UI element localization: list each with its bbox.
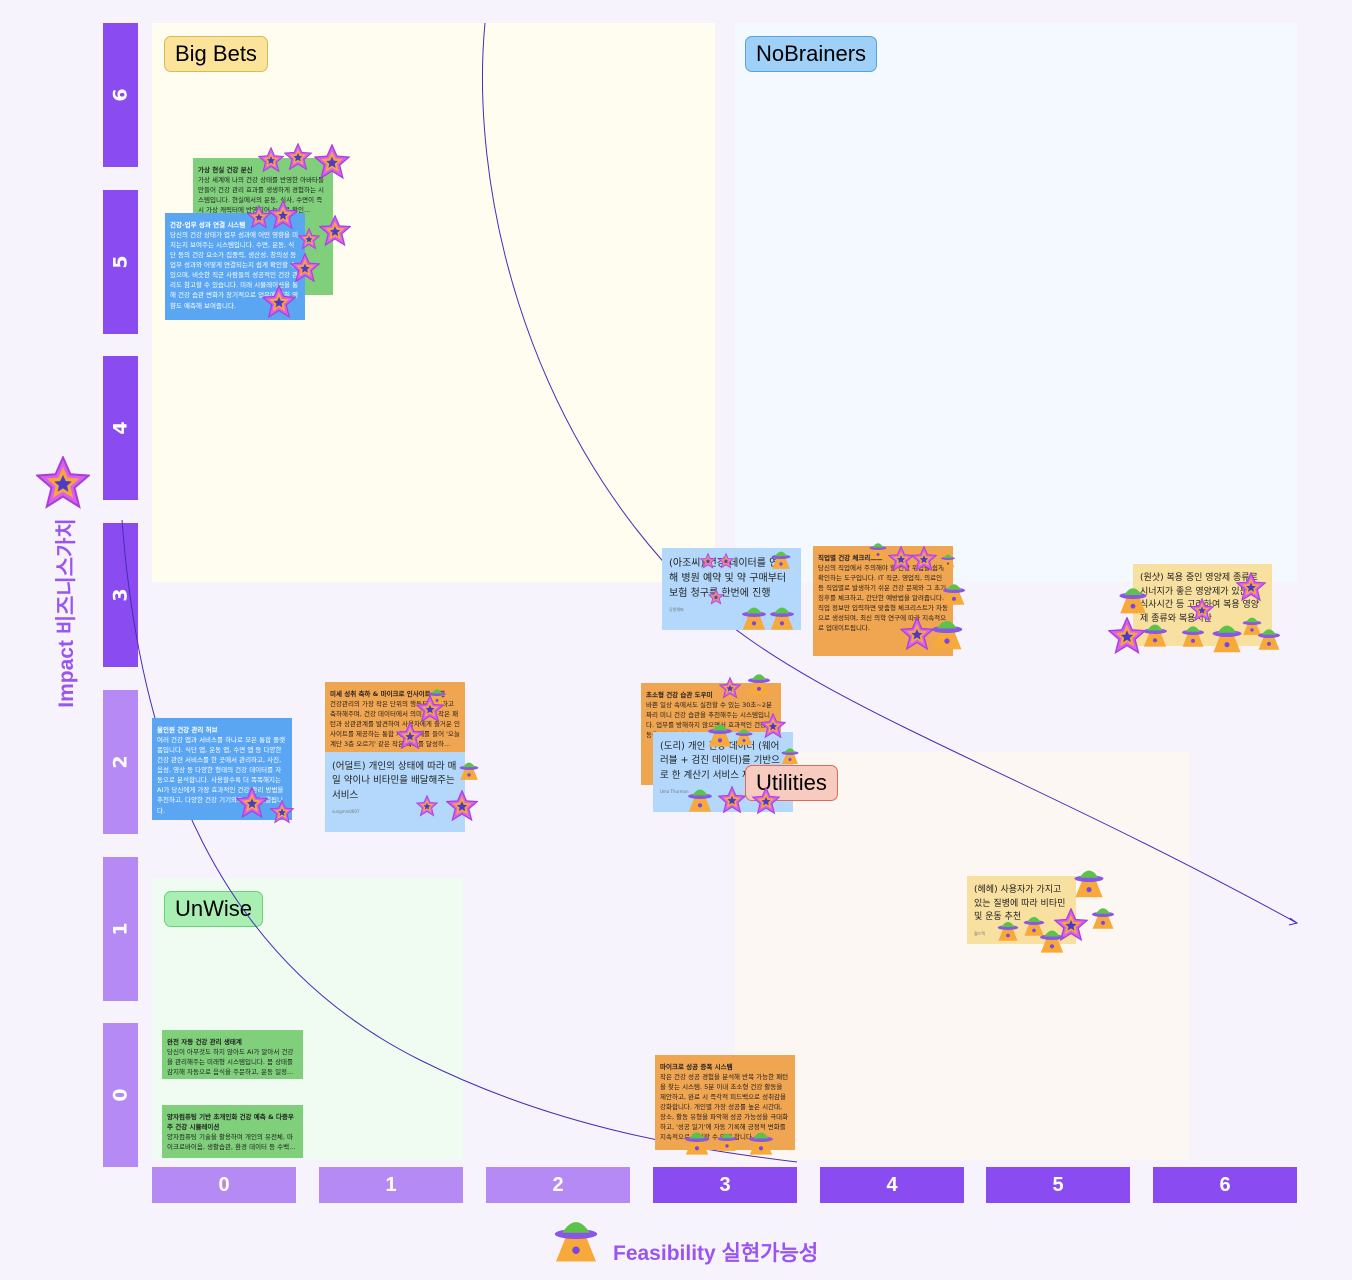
y-tick-6: 6 — [103, 23, 138, 167]
y-tick-5: 5 — [103, 190, 138, 334]
star-icon — [760, 713, 786, 739]
ufo-icon — [458, 759, 480, 781]
star-icon — [268, 200, 298, 230]
sticky-note[interactable]: (헤헤) 사용자가 가지고 있는 질병에 따라 비타민 및 운동 추천 월드맥 — [967, 876, 1076, 944]
ufo-icon — [1117, 583, 1149, 615]
star-icon — [270, 800, 294, 824]
x-tick-4: 4 — [820, 1167, 964, 1203]
ufo-icon — [929, 615, 965, 651]
star-icon — [718, 553, 734, 569]
ufo-icon — [1072, 865, 1106, 899]
arrowhead-icon — [1288, 917, 1299, 926]
ufo-icon — [1090, 904, 1116, 930]
star-icon — [416, 695, 444, 723]
star-icon — [708, 589, 724, 605]
x-tick-6: 6 — [1153, 1167, 1297, 1203]
ufo-icon — [768, 603, 796, 631]
ufo-icon — [683, 1128, 711, 1156]
quadrant-no-brainers — [735, 23, 1297, 582]
ufo-icon — [996, 918, 1020, 942]
star-icon — [911, 546, 937, 572]
ufo-icon — [941, 580, 967, 606]
sticky-note[interactable]: 올인원 건강 관리 허브 여러 건강 앱과 서비스를 하나로 모은 통합 플랫폼입… — [152, 718, 292, 820]
ufo-icon — [940, 552, 956, 568]
ufo-icon — [686, 785, 714, 813]
ufo-icon — [1256, 625, 1282, 651]
star-icon — [700, 553, 716, 569]
unwise-label: UnWise — [164, 891, 264, 927]
star-icon — [258, 147, 284, 173]
ufo-icon — [1038, 926, 1066, 954]
ufo-icon — [746, 670, 772, 696]
star-icon — [298, 228, 320, 250]
utilities-label: Utilities — [745, 765, 838, 801]
star-icon — [719, 677, 741, 699]
ufo-icon — [1210, 620, 1244, 654]
star-icon — [718, 786, 746, 814]
curve-connector — [481, 22, 1298, 924]
star-icon — [236, 787, 268, 819]
star-icon — [1236, 572, 1266, 602]
ufo-icon — [868, 540, 888, 560]
x-tick-3: 3 — [653, 1167, 797, 1203]
no-brainers-label: NoBrainers — [745, 36, 878, 72]
y-tick-3: 3 — [103, 523, 138, 667]
ufo-icon — [1180, 622, 1206, 648]
ufo-icon — [740, 603, 768, 631]
sticky-note[interactable]: 완전 자동 건강 관리 생태계 당신이 아무것도 하지 않아도 AI가 알아서 건… — [162, 1030, 303, 1079]
y-tick-1: 1 — [103, 857, 138, 1001]
y-tick-2: 2 — [103, 690, 138, 834]
sticky-note[interactable]: 양자컴퓨팅 기반 초개인화 건강 예측 & 다중우주 건강 시뮬레이션 양자컴퓨팅… — [162, 1105, 303, 1158]
x-tick-5: 5 — [986, 1167, 1130, 1203]
sticky-note[interactable]: 미세 성취 축하 & 마이크로 인사이트 엔진 건강관리의 가장 작은 단위의 행… — [325, 682, 465, 752]
star-icon — [446, 790, 478, 822]
ufo-icon — [747, 1128, 775, 1156]
ufo-icon — [706, 720, 734, 748]
star-icon — [396, 722, 424, 750]
x-tick-1: 1 — [319, 1167, 463, 1203]
y-tick-4: 4 — [103, 356, 138, 500]
ufo-icon — [780, 745, 800, 765]
ufo-icon — [716, 1130, 738, 1152]
sticky-note[interactable]: (어덜트) 개인의 상태에 따라 매일 약이나 비타민을 배달해주는 서비스 su… — [325, 752, 465, 832]
star-icon — [416, 795, 438, 817]
big-bets-label: Big Bets — [164, 36, 268, 72]
x-tick-2: 2 — [486, 1167, 630, 1203]
star-icon — [752, 787, 780, 815]
sticky-note[interactable]: 마이크로 성공 증폭 시스템 작은 건강 성공 경험을 분석해 반복 가능한 패턴… — [655, 1055, 795, 1150]
star-icon — [262, 285, 296, 319]
star-icon — [314, 144, 350, 180]
star-icon — [290, 253, 320, 283]
ufo-icon — [734, 726, 754, 746]
star-icon — [319, 215, 351, 247]
y-tick-0: 0 — [103, 1023, 138, 1167]
quadrant-utilities — [735, 752, 1190, 1160]
star-icon — [1190, 598, 1214, 622]
x-tick-0: 0 — [152, 1167, 296, 1203]
x-axis-title: Feasibility 실현가능성 — [613, 1242, 819, 1265]
ufo-icon — [1141, 620, 1169, 648]
ufo-icon — [770, 548, 792, 570]
star-icon — [284, 143, 312, 171]
